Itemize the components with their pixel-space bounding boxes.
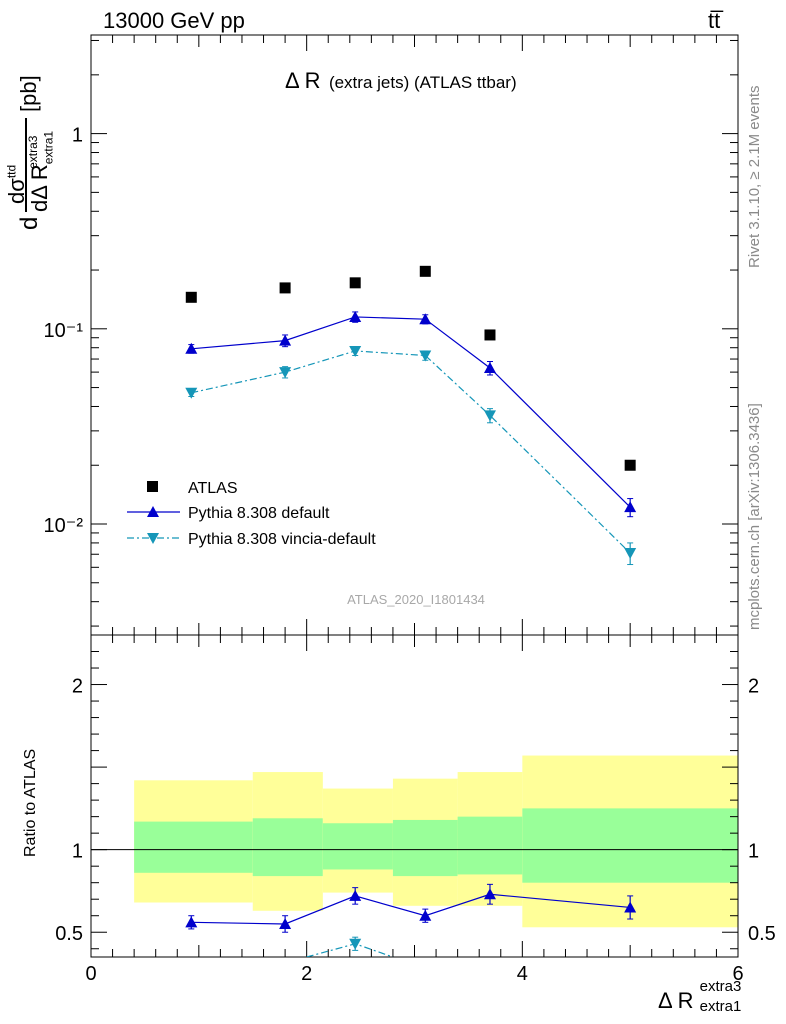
atlas-data-point <box>279 282 291 294</box>
x-axis-label-sup: extra3 <box>699 978 742 995</box>
ratio-y-tick-label-right: 0.5 <box>748 923 776 945</box>
main-axis-ticks: 10⁻² 10⁻¹ 1 <box>44 39 738 627</box>
ratio-uncertainty-bands <box>134 755 738 928</box>
x-tick-label: 2 <box>301 963 312 985</box>
ratio-pythia-default-point <box>185 916 198 928</box>
legend-marker-atlas <box>147 481 158 492</box>
ratio-pythia-default-point <box>483 888 496 900</box>
atlas-data-point <box>624 459 636 471</box>
x-tick-label: 6 <box>732 963 743 985</box>
legend-marker-vincia <box>147 533 159 544</box>
main-y-tick-label: 1 <box>72 125 83 147</box>
pythia-default-point <box>483 361 496 373</box>
ratio-y-tick-label-left: 1 <box>72 841 83 863</box>
main-series-group <box>185 265 637 566</box>
vincia-default-point <box>483 410 496 422</box>
ratio-series-group <box>185 883 637 957</box>
vincia-default-point <box>624 548 637 560</box>
ratio-pythia-default-point <box>624 901 637 913</box>
vincia-default-point <box>279 367 292 379</box>
pythia-default-point <box>349 310 362 322</box>
x-axis-label-main: Δ R <box>658 988 694 1013</box>
main-y-tick-label: 10⁻¹ <box>44 320 84 342</box>
pythia-default-line <box>191 316 631 508</box>
chart-title: Δ R (extra jets) (ATLAS ttbar) <box>285 68 517 93</box>
ratio-band-inner <box>392 819 458 877</box>
legend-label-vincia: Pythia 8.308 vincia-default <box>188 531 376 548</box>
legend-label-atlas: ATLAS <box>188 480 238 497</box>
x-tick-label: 0 <box>85 963 96 985</box>
x-tick-label: 4 <box>517 963 528 985</box>
main-y-tick-label: 10⁻² <box>44 515 84 537</box>
legend-label-pythia-default: Pythia 8.308 default <box>188 505 330 522</box>
ratio-band-inner <box>457 816 523 875</box>
ratio-vincia-point <box>349 938 362 950</box>
ratio-band-inner <box>322 823 393 870</box>
ratio-pythia-default-point <box>419 909 432 921</box>
ratio-y-tick-label-right: 2 <box>748 676 759 698</box>
ratio-y-tick-label-left: 2 <box>72 676 83 698</box>
vincia-default-point <box>349 345 362 357</box>
atlas-data-point <box>349 277 361 289</box>
legend: ATLAS Pythia 8.308 default Pythia 8.308 … <box>127 480 376 548</box>
vincia-default-point <box>419 350 432 362</box>
vincia-default-point <box>185 387 198 399</box>
atlas-data-point <box>419 265 431 277</box>
pythia-default-point <box>624 501 637 513</box>
legend-marker-pythia-default <box>147 506 159 517</box>
ratio-axis-ticks: 0 2 4 60.5 0.51 12 2 <box>55 35 776 985</box>
header-final-state-label: tt̅ <box>708 8 721 33</box>
ratio-pythia-default-point <box>279 917 292 929</box>
atlas-data-point <box>185 291 197 303</box>
vincia-default-line <box>191 350 631 554</box>
x-axis-label-sub: extra1 <box>699 998 742 1015</box>
pythia-default-point <box>279 334 292 346</box>
ratio-band-inner <box>522 808 738 883</box>
ratio-y-tick-label-right: 1 <box>748 841 759 863</box>
pythia-default-point <box>419 313 432 325</box>
header-process-label: 13000 GeV pp <box>103 8 245 33</box>
atlas-data-point <box>484 329 496 341</box>
ratio-band-inner <box>134 821 253 873</box>
analysis-watermark: ATLAS_2020_I1801434 <box>347 592 485 607</box>
pythia-default-point <box>185 342 198 354</box>
ratio-pythia-default-line <box>191 893 631 925</box>
ratio-band-inner <box>252 818 323 877</box>
ratio-pythia-default-point <box>349 889 362 901</box>
x-axis-label: Δ R extra3 extra1 <box>658 978 748 1015</box>
ratio-y-tick-label-left: 0.5 <box>55 923 83 945</box>
